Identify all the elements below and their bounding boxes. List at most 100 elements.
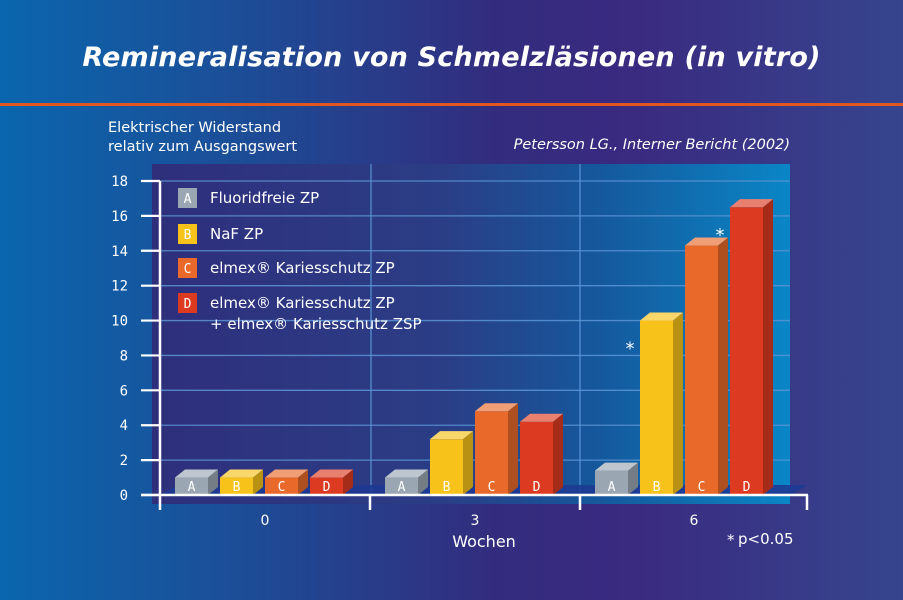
bar-top bbox=[595, 462, 638, 471]
bar-top bbox=[310, 469, 353, 478]
bar-front bbox=[685, 245, 718, 495]
bar-side bbox=[298, 469, 308, 495]
x-tick-label-0: 0 bbox=[261, 513, 270, 529]
bar-B-week-0: B bbox=[220, 469, 263, 495]
legend-swatch bbox=[178, 293, 197, 313]
bar-top bbox=[520, 413, 563, 422]
bar-front bbox=[265, 477, 298, 495]
significance-star: * bbox=[716, 225, 725, 246]
y-tick-label-4: 4 bbox=[120, 418, 128, 434]
bar-side bbox=[553, 413, 563, 495]
legend-swatch bbox=[178, 188, 197, 208]
x-tick-label-3: 3 bbox=[471, 513, 480, 529]
bar-front bbox=[175, 477, 208, 495]
significance-note: * p<0.05 bbox=[727, 530, 794, 549]
bar-top bbox=[175, 469, 218, 478]
bar-side bbox=[628, 462, 638, 495]
bar-front bbox=[520, 421, 553, 495]
bar-D-week-3: D bbox=[520, 413, 563, 495]
bar-letter-label: B bbox=[233, 480, 241, 495]
bar-side bbox=[718, 237, 728, 496]
legend-swatch-letter: A bbox=[184, 192, 192, 207]
y-tick-label-18: 18 bbox=[111, 174, 128, 190]
bar-side bbox=[253, 469, 263, 495]
bar-letter-label: A bbox=[608, 480, 616, 495]
x-axis-label: Wochen bbox=[452, 532, 516, 551]
bar-front bbox=[730, 207, 763, 495]
legend-swatch-letter: B bbox=[184, 228, 192, 243]
bar-letter-label: C bbox=[278, 480, 286, 495]
bar-top bbox=[430, 431, 473, 440]
bar-A-week-3: A bbox=[385, 469, 428, 495]
y-tick-label-10: 10 bbox=[111, 314, 128, 330]
axes: 0 2 4 6 8 10 12 14 16 18 0 3 6 bbox=[111, 174, 809, 529]
bar-front bbox=[310, 477, 343, 495]
bar-side bbox=[418, 469, 428, 495]
bar-front bbox=[220, 477, 253, 495]
bar-letter-label: B bbox=[653, 480, 661, 495]
bar-side bbox=[463, 431, 473, 495]
legend-swatch-letter: C bbox=[184, 262, 192, 277]
y-tick-label-16: 16 bbox=[111, 209, 128, 225]
bar-letter-label: C bbox=[488, 480, 496, 495]
bars: A B C D A B C D A B*C D* bbox=[160, 199, 808, 496]
bar-front bbox=[595, 470, 628, 495]
bar-D-week-6: D* bbox=[716, 199, 773, 495]
legend-label: elmex® Kariesschutz ZP bbox=[210, 294, 395, 312]
bar-top bbox=[685, 237, 728, 246]
y-axis-label-line-2: relativ zum Ausgangswert bbox=[108, 139, 298, 155]
bar-top bbox=[475, 403, 518, 412]
bar-letter-label: A bbox=[188, 480, 196, 495]
bar-side bbox=[208, 469, 218, 495]
bar-front bbox=[385, 477, 418, 495]
significance-marker: * bbox=[727, 531, 735, 549]
bar-front bbox=[475, 411, 508, 495]
bar-side bbox=[763, 199, 773, 495]
legend-item-A: A Fluoridfreie ZP bbox=[178, 188, 319, 208]
bar-A-week-6: A bbox=[595, 462, 638, 495]
bar-front bbox=[430, 439, 463, 495]
bar-letter-label: D bbox=[743, 480, 751, 495]
bar-letter-label: B bbox=[443, 480, 451, 495]
significance-star: * bbox=[626, 339, 635, 360]
legend-label: elmex® Kariesschutz ZP bbox=[210, 259, 395, 277]
legend-swatch bbox=[178, 224, 197, 244]
bar-top bbox=[385, 469, 428, 478]
bar-letter-label: D bbox=[323, 480, 331, 495]
y-tick-label-6: 6 bbox=[120, 383, 128, 399]
bar-top bbox=[220, 469, 263, 478]
legend-label-line-2: + elmex® Kariesschutz ZSP bbox=[210, 315, 422, 333]
bar-B-week-6: B* bbox=[626, 312, 683, 495]
y-axis-label-line-1: Elektrischer Widerstand bbox=[108, 120, 282, 136]
bar-front bbox=[640, 320, 673, 495]
bar-side bbox=[343, 469, 353, 495]
chart-title: Remineralisation von Schmelzläsionen (in… bbox=[82, 42, 821, 73]
y-tick-label-12: 12 bbox=[111, 279, 128, 295]
legend-item-B: B NaF ZP bbox=[178, 224, 263, 244]
legend-label: Fluoridfreie ZP bbox=[210, 189, 319, 207]
bar-B-week-3: B bbox=[430, 431, 473, 495]
bar-A-week-0: A bbox=[175, 469, 218, 495]
y-tick-label-2: 2 bbox=[120, 453, 128, 469]
bar-side bbox=[673, 312, 683, 495]
bar-letter-label: C bbox=[698, 480, 706, 495]
significance-text: p<0.05 bbox=[738, 530, 794, 548]
title-divider bbox=[0, 103, 903, 106]
legend-swatch bbox=[178, 258, 197, 278]
source-citation: Petersson LG., Interner Bericht (2002) bbox=[513, 137, 790, 153]
y-tick-label-8: 8 bbox=[120, 348, 128, 364]
y-tick-label-14: 14 bbox=[111, 244, 128, 260]
bar-top bbox=[730, 199, 773, 208]
bar-C-week-6: C bbox=[685, 237, 728, 496]
bar-letter-label: D bbox=[533, 480, 541, 495]
bar-top bbox=[640, 312, 683, 321]
bar-side bbox=[508, 403, 518, 495]
y-tick-label-0: 0 bbox=[120, 488, 128, 504]
x-tick-label-6: 6 bbox=[690, 513, 699, 529]
y-axis-label: Elektrischer Widerstand relativ zum Ausg… bbox=[108, 119, 297, 157]
bar-letter-label: A bbox=[398, 480, 406, 495]
bar-D-week-0: D bbox=[310, 469, 353, 495]
legend: A Fluoridfreie ZP B NaF ZP C elmex® Kariessch… bbox=[178, 188, 422, 333]
